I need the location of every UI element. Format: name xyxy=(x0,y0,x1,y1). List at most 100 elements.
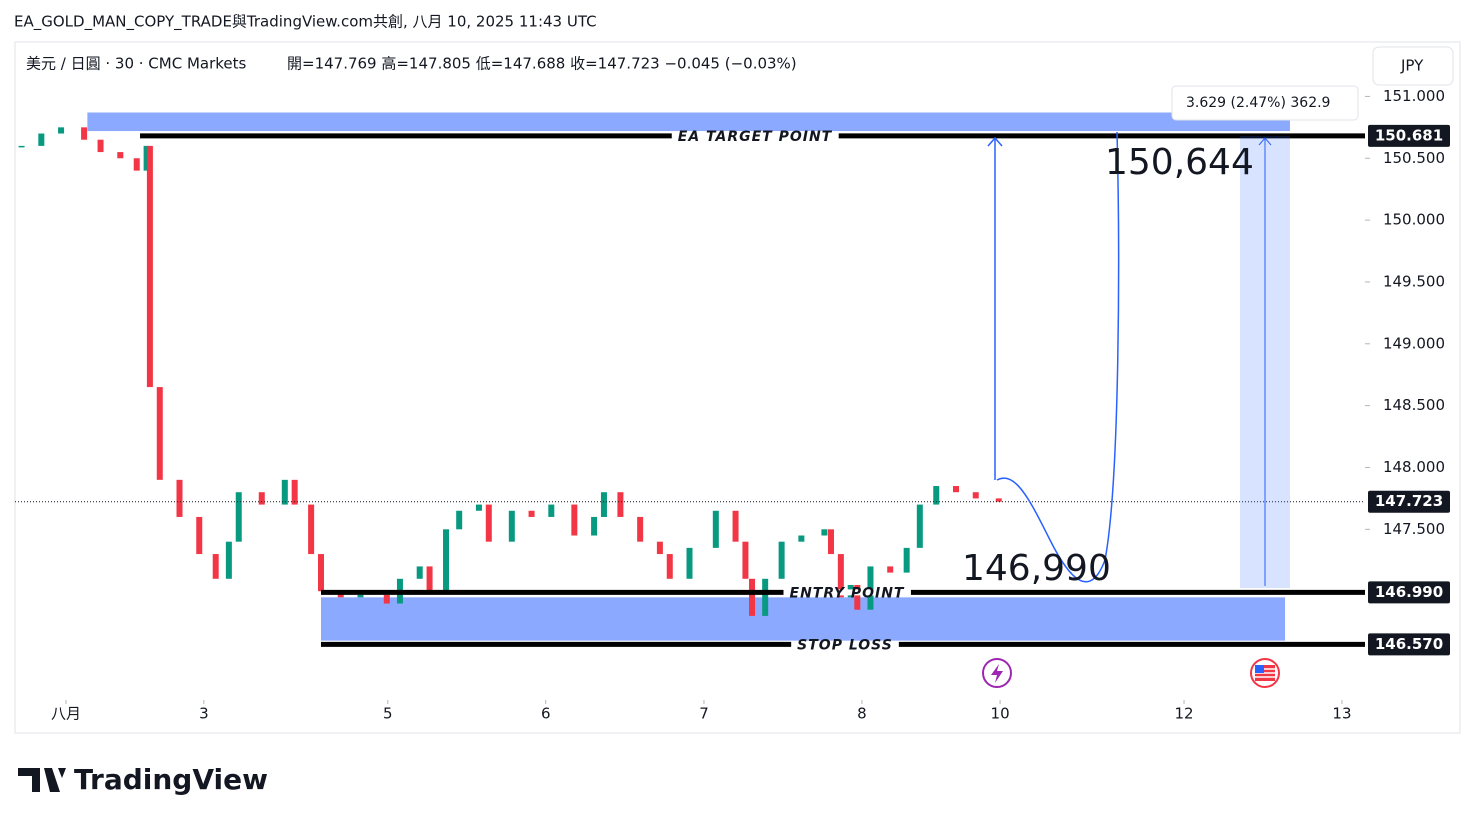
target-note: 150,644 xyxy=(1105,142,1254,183)
level-label: EA TARGET POINT xyxy=(678,129,833,145)
candle xyxy=(357,594,364,598)
price-box xyxy=(1368,490,1450,513)
measure-label: 3.629 (2.47%) 362.9 xyxy=(1186,95,1330,111)
candle xyxy=(443,529,450,592)
level-label: STOP LOSS xyxy=(797,637,893,653)
y-tick-label: 148.500 xyxy=(1383,396,1445,414)
candle xyxy=(196,516,203,555)
candle xyxy=(903,547,910,573)
measure-box xyxy=(1171,85,1359,121)
candle xyxy=(712,510,719,548)
candle xyxy=(591,516,598,536)
candle xyxy=(508,510,515,542)
candle xyxy=(117,152,124,159)
candle xyxy=(732,510,739,542)
candle xyxy=(156,387,163,480)
caption: EA_GOLD_MAN_COPY_TRADE與TradingView.com共創… xyxy=(14,13,597,32)
candle xyxy=(258,492,265,505)
x-tick-label: 八月 xyxy=(51,705,81,723)
y-tick-label: 150.000 xyxy=(1383,211,1445,229)
price-label: 150.681 xyxy=(1375,126,1443,144)
candle xyxy=(762,578,769,616)
x-tick-label: 10 xyxy=(991,705,1010,723)
logo-mark xyxy=(18,768,66,792)
price-label: 147.723 xyxy=(1375,492,1443,510)
candle xyxy=(637,516,644,542)
us-flag-canton xyxy=(1255,665,1264,673)
candle xyxy=(972,492,979,499)
candle xyxy=(225,541,232,579)
symbol: 美元 / 日圓 · 30 · CMC Markets xyxy=(26,55,247,73)
candle xyxy=(38,133,45,146)
x-tick-label: 6 xyxy=(541,705,551,723)
frame xyxy=(14,41,1461,734)
zone xyxy=(87,112,1290,132)
candle xyxy=(281,479,288,505)
candle xyxy=(143,145,150,171)
projection-curve xyxy=(996,131,1120,583)
level-label-bg xyxy=(791,641,899,648)
x-tick-label: 8 xyxy=(857,705,867,723)
candle xyxy=(571,504,578,536)
candle xyxy=(798,535,805,542)
candle xyxy=(475,504,482,511)
candle xyxy=(778,541,785,579)
currency[interactable]: JPY xyxy=(1400,57,1424,75)
price-box xyxy=(1368,633,1450,656)
level-label-bg xyxy=(671,132,839,139)
x-tick-label: 7 xyxy=(699,705,709,723)
candle xyxy=(548,504,555,517)
x-tick-label: 13 xyxy=(1332,705,1351,723)
currency-box[interactable] xyxy=(1372,46,1454,86)
candle xyxy=(916,504,923,548)
candle xyxy=(821,529,828,536)
candle xyxy=(666,554,673,579)
candle xyxy=(837,554,844,598)
candle xyxy=(742,541,749,579)
candle xyxy=(456,510,463,530)
price-box xyxy=(1368,581,1450,604)
candle xyxy=(133,158,140,171)
candle xyxy=(426,566,433,592)
candle xyxy=(887,566,894,573)
candle xyxy=(749,578,756,616)
price-label: 146.570 xyxy=(1375,635,1443,653)
event-icon-bolt xyxy=(991,664,1003,683)
candle xyxy=(291,479,298,505)
zone xyxy=(320,597,1286,641)
candle xyxy=(416,566,423,579)
y-tick-label: 149.000 xyxy=(1383,334,1445,352)
candle xyxy=(827,529,834,555)
candle xyxy=(383,594,390,604)
candle xyxy=(97,139,104,153)
y-tick-label: 151.000 xyxy=(1383,87,1445,105)
candle xyxy=(317,554,324,592)
level-label: ENTRY POINT xyxy=(790,585,905,601)
candle xyxy=(212,554,219,579)
candle xyxy=(686,547,693,579)
candle xyxy=(617,492,624,517)
candle xyxy=(18,145,25,148)
y-tick-label: 150.500 xyxy=(1383,149,1445,167)
candle xyxy=(528,510,535,517)
entry-note: 146,990 xyxy=(962,548,1111,589)
candle xyxy=(176,479,183,517)
level-label-bg xyxy=(783,589,911,596)
candle xyxy=(867,566,874,610)
x-tick-label: 3 xyxy=(199,705,209,723)
candle xyxy=(235,492,242,542)
candle xyxy=(146,145,153,388)
candle xyxy=(933,486,940,505)
measure-arrow-head xyxy=(1258,137,1272,146)
price-box xyxy=(1368,124,1450,147)
candle xyxy=(656,541,663,555)
candle xyxy=(995,498,1002,502)
candle xyxy=(58,127,65,134)
candle xyxy=(953,486,960,493)
x-tick-label: 5 xyxy=(383,705,393,723)
candle xyxy=(308,504,315,555)
candle xyxy=(854,584,861,610)
candle xyxy=(600,492,607,517)
arrow-head xyxy=(987,136,1003,147)
